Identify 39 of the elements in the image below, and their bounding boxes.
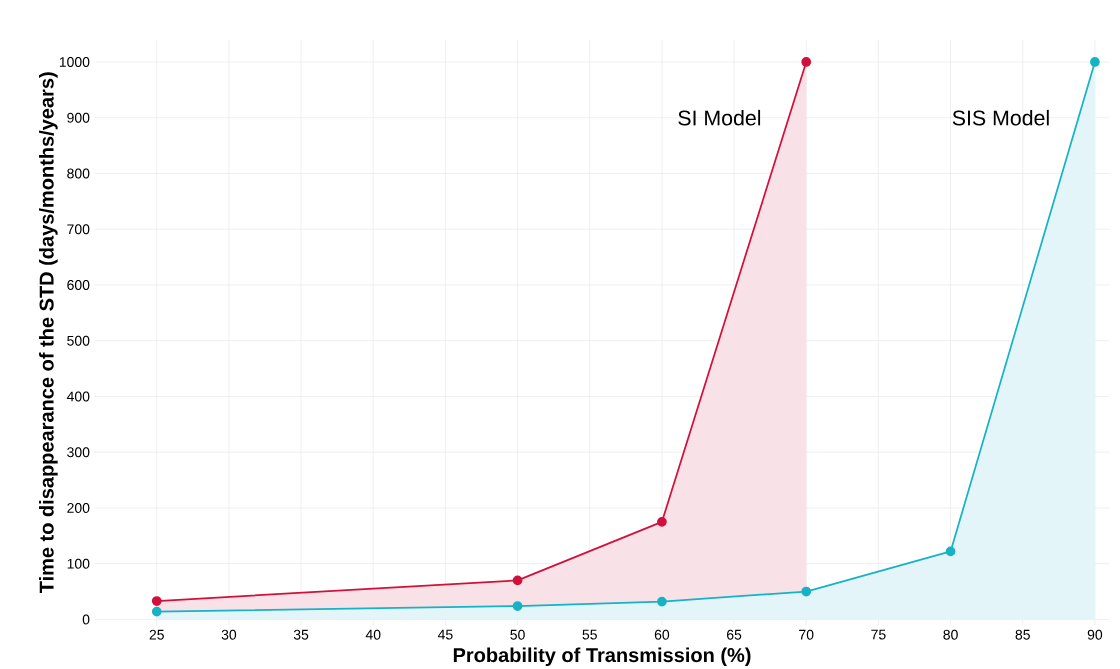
x-tick-label: 35 — [293, 629, 309, 640]
x-tick-label: 50 — [510, 629, 525, 640]
point — [151, 606, 162, 617]
x-tick-label: 60 — [654, 629, 670, 640]
point — [657, 517, 667, 527]
y-tick-label: 900 — [67, 112, 90, 123]
x-tick-label: 40 — [365, 629, 381, 640]
x-tick-label: 55 — [582, 629, 597, 640]
x-tick-label: 45 — [437, 629, 453, 640]
point — [657, 596, 667, 607]
y-tick-label: 0 — [82, 614, 90, 625]
y-tick-label: 800 — [67, 168, 90, 179]
y-tick-label: 1000 — [59, 57, 90, 67]
point — [512, 601, 523, 611]
point — [151, 596, 162, 606]
x-tick-label: 70 — [799, 629, 814, 640]
y-tick-label: 600 — [67, 280, 90, 290]
point — [801, 586, 812, 597]
y-tick-label: 200 — [67, 502, 90, 513]
point — [801, 57, 812, 67]
series-label: SIS Model — [952, 109, 1049, 126]
point — [945, 546, 956, 557]
y-tick-label: 300 — [67, 447, 90, 458]
x-tick-label: 80 — [943, 629, 958, 640]
x-tick-label: 90 — [1087, 629, 1103, 640]
point — [512, 575, 523, 586]
x-tick-label: 85 — [1015, 629, 1030, 640]
y-tick-label: 500 — [67, 335, 90, 346]
x-tick-label: 25 — [149, 629, 164, 640]
x-tick-label: 30 — [221, 629, 237, 640]
x-tick-label: 75 — [871, 629, 886, 640]
point — [1090, 57, 1100, 67]
y-tick-label: 700 — [67, 224, 90, 235]
y-axis-title: Time to disappearance of the STD (days/months/years) — [39, 72, 58, 594]
series-label: SI Model — [678, 109, 761, 126]
y-tick-label: 400 — [66, 391, 90, 402]
x-axis-title: Probability of Transmission (%) — [453, 647, 751, 667]
y-tick-label: 100 — [67, 558, 90, 569]
x-tick-label: 65 — [727, 629, 742, 640]
